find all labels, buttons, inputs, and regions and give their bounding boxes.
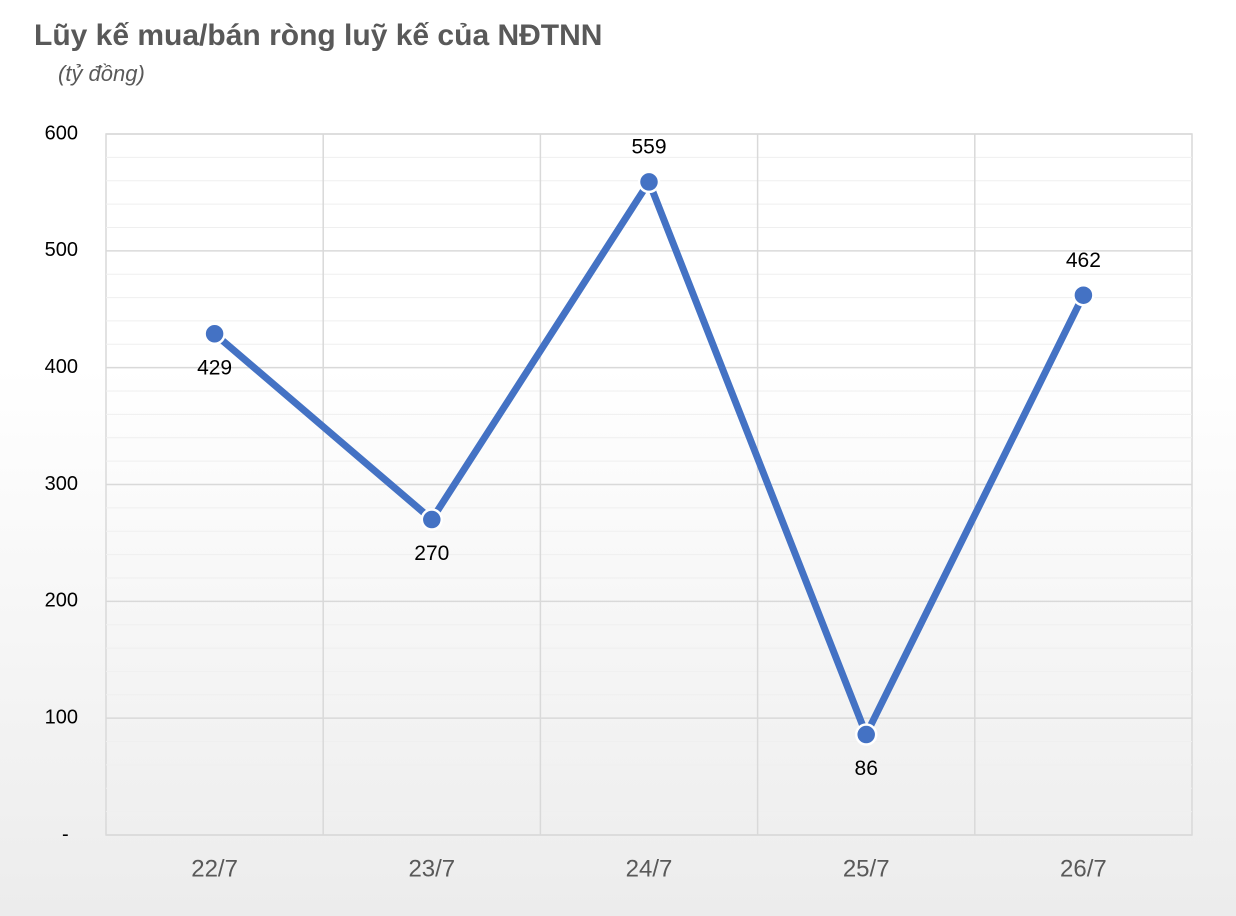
data-point <box>854 723 878 746</box>
y-tick-label: 600 <box>45 122 78 144</box>
data-label: 270 <box>414 542 449 565</box>
x-tick-label: 26/7 <box>1060 855 1107 882</box>
data-point <box>203 322 226 346</box>
x-tick-label: 22/7 <box>191 855 238 882</box>
data-label: 462 <box>1066 249 1101 272</box>
chart-subtitle: (tỷ đồng) <box>58 61 145 86</box>
y-tick-label: 100 <box>45 706 78 728</box>
chart-title: Lũy kế mua/bán ròng luỹ kế của NĐTNN <box>34 19 602 52</box>
y-tick-label: 400 <box>45 356 78 378</box>
x-tick-label: 24/7 <box>626 855 673 882</box>
x-tick-label: 23/7 <box>408 855 455 882</box>
data-point <box>420 508 444 531</box>
y-tick-label: 500 <box>45 239 78 261</box>
data-label: 559 <box>631 135 666 158</box>
y-tick-label: - <box>62 823 69 845</box>
data-point <box>637 170 661 194</box>
data-label: 429 <box>197 356 232 379</box>
y-tick-label: 200 <box>45 590 78 612</box>
x-tick-label: 25/7 <box>843 855 890 882</box>
data-label: 86 <box>855 757 878 780</box>
y-tick-label: 300 <box>45 473 78 495</box>
data-point <box>1072 283 1095 307</box>
